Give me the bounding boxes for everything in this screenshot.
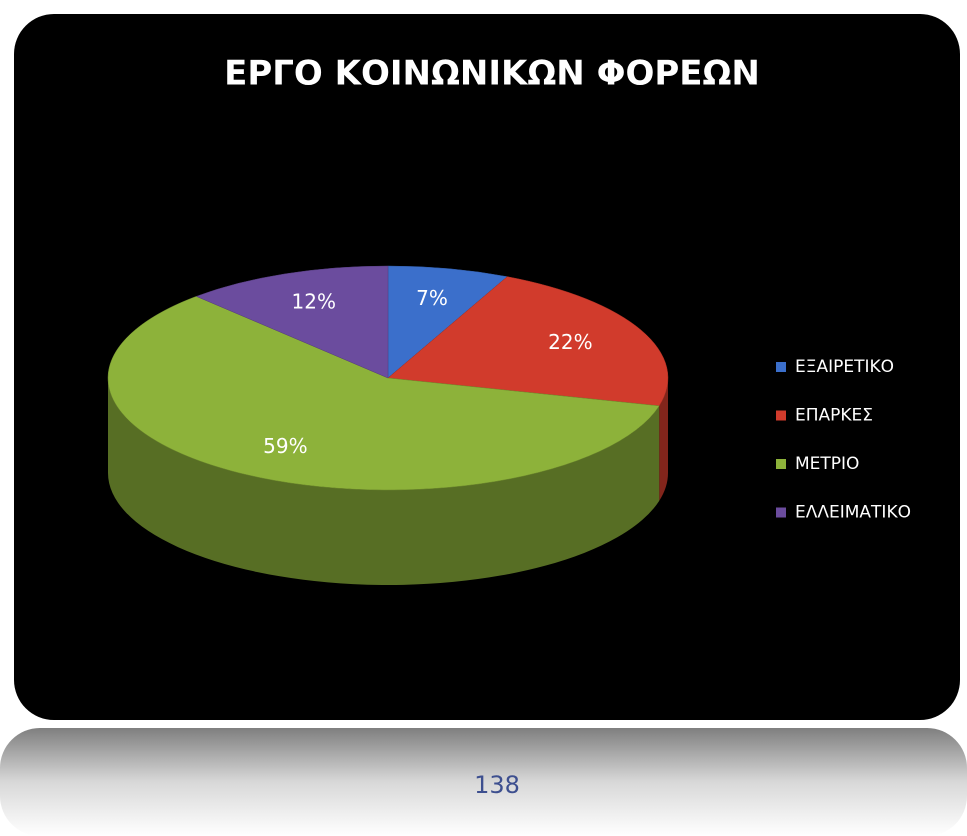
slice-side [107,378,660,586]
data-label: 59% [263,434,307,458]
legend-label: ΕΞΑΙΡΕΤΙΚΟ [795,357,894,377]
legend-swatch [776,362,786,372]
legend-swatch [776,410,786,421]
data-label: 22% [548,330,592,354]
legend-swatch [776,507,786,518]
legend-label: ΕΛΛΕΙΜΑΤΙΚΟ [795,503,911,523]
slice [107,296,660,491]
legend-label: ΜΕΤΡΙΟ [795,454,859,474]
data-label: 7% [416,286,448,310]
legend-swatch [776,459,786,469]
slice-side [659,378,668,501]
chart-title: ΕΡΓΟ ΚΟΙΝΩΝΙΚΩΝ ΦΟΡΕΩΝ [224,54,760,94]
data-label: 12% [292,290,336,314]
slice [387,276,669,407]
slice [387,265,508,379]
legend-label: ΕΠΑΡΚΕΣ [795,406,873,426]
page-number: 138 [474,771,520,799]
reflection [0,728,967,836]
slice [195,265,389,379]
